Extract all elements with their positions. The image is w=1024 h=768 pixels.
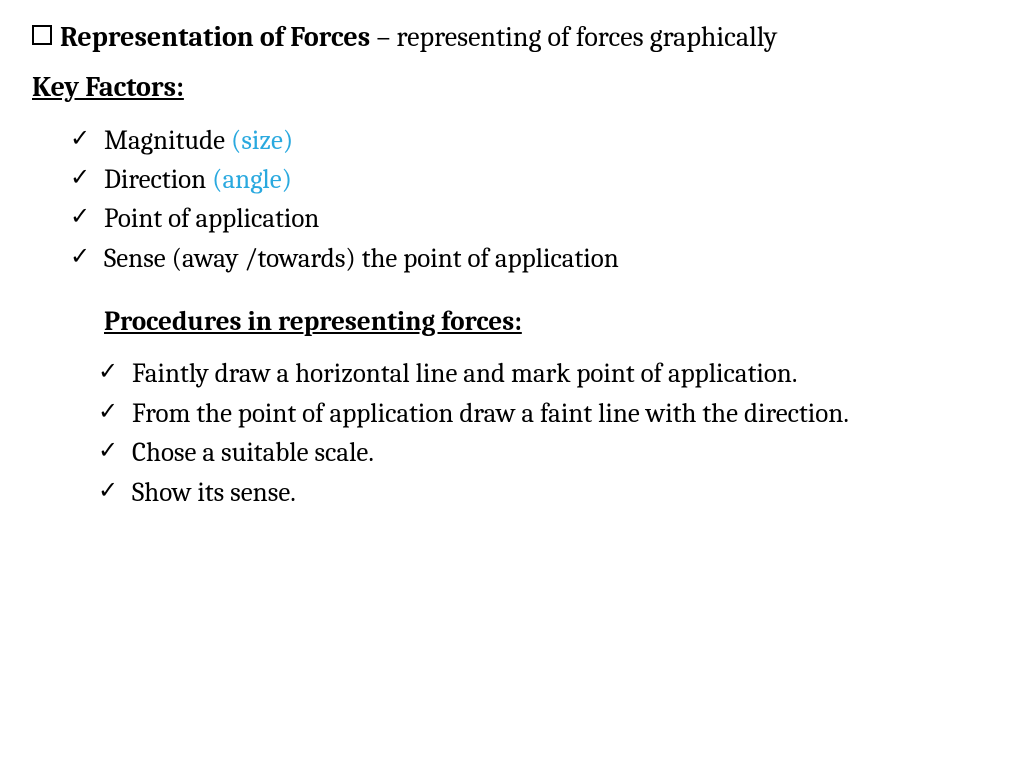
item-text: Direction bbox=[104, 164, 212, 195]
title-rest: – representing of forces graphically bbox=[370, 21, 777, 53]
list-item: Point of application bbox=[104, 199, 992, 238]
item-text: Magnitude bbox=[104, 125, 231, 156]
list-item: Sense (away /towards) the point of appli… bbox=[104, 239, 992, 278]
title-bold: Representation of Forces bbox=[60, 21, 370, 53]
item-text: Point of application bbox=[104, 203, 319, 234]
list-item: Magnitude (size) bbox=[104, 121, 992, 160]
list-item: Show its sense. bbox=[132, 474, 932, 512]
list-item: From the point of application draw a fai… bbox=[132, 395, 932, 433]
list-item: Direction (angle) bbox=[104, 160, 992, 199]
list-item: Faintly draw a horizontal line and mark … bbox=[132, 355, 932, 393]
procedures-list: Faintly draw a horizontal line and mark … bbox=[32, 355, 992, 512]
title-text: Representation of Forces – representing … bbox=[60, 18, 777, 57]
item-accent: (size) bbox=[231, 125, 293, 156]
item-accent: (angle) bbox=[212, 164, 292, 195]
list-item: Chose a suitable scale. bbox=[132, 434, 932, 472]
procedures-heading: Procedures in representing forces: bbox=[32, 306, 992, 337]
key-factors-list: Magnitude (size) Direction (angle) Point… bbox=[32, 121, 992, 278]
item-text: Sense (away /towards) the point of appli… bbox=[104, 243, 619, 274]
square-bullet-icon bbox=[32, 25, 52, 45]
slide-title: Representation of Forces – representing … bbox=[32, 18, 992, 57]
key-factors-heading: Key Factors: bbox=[32, 71, 992, 103]
